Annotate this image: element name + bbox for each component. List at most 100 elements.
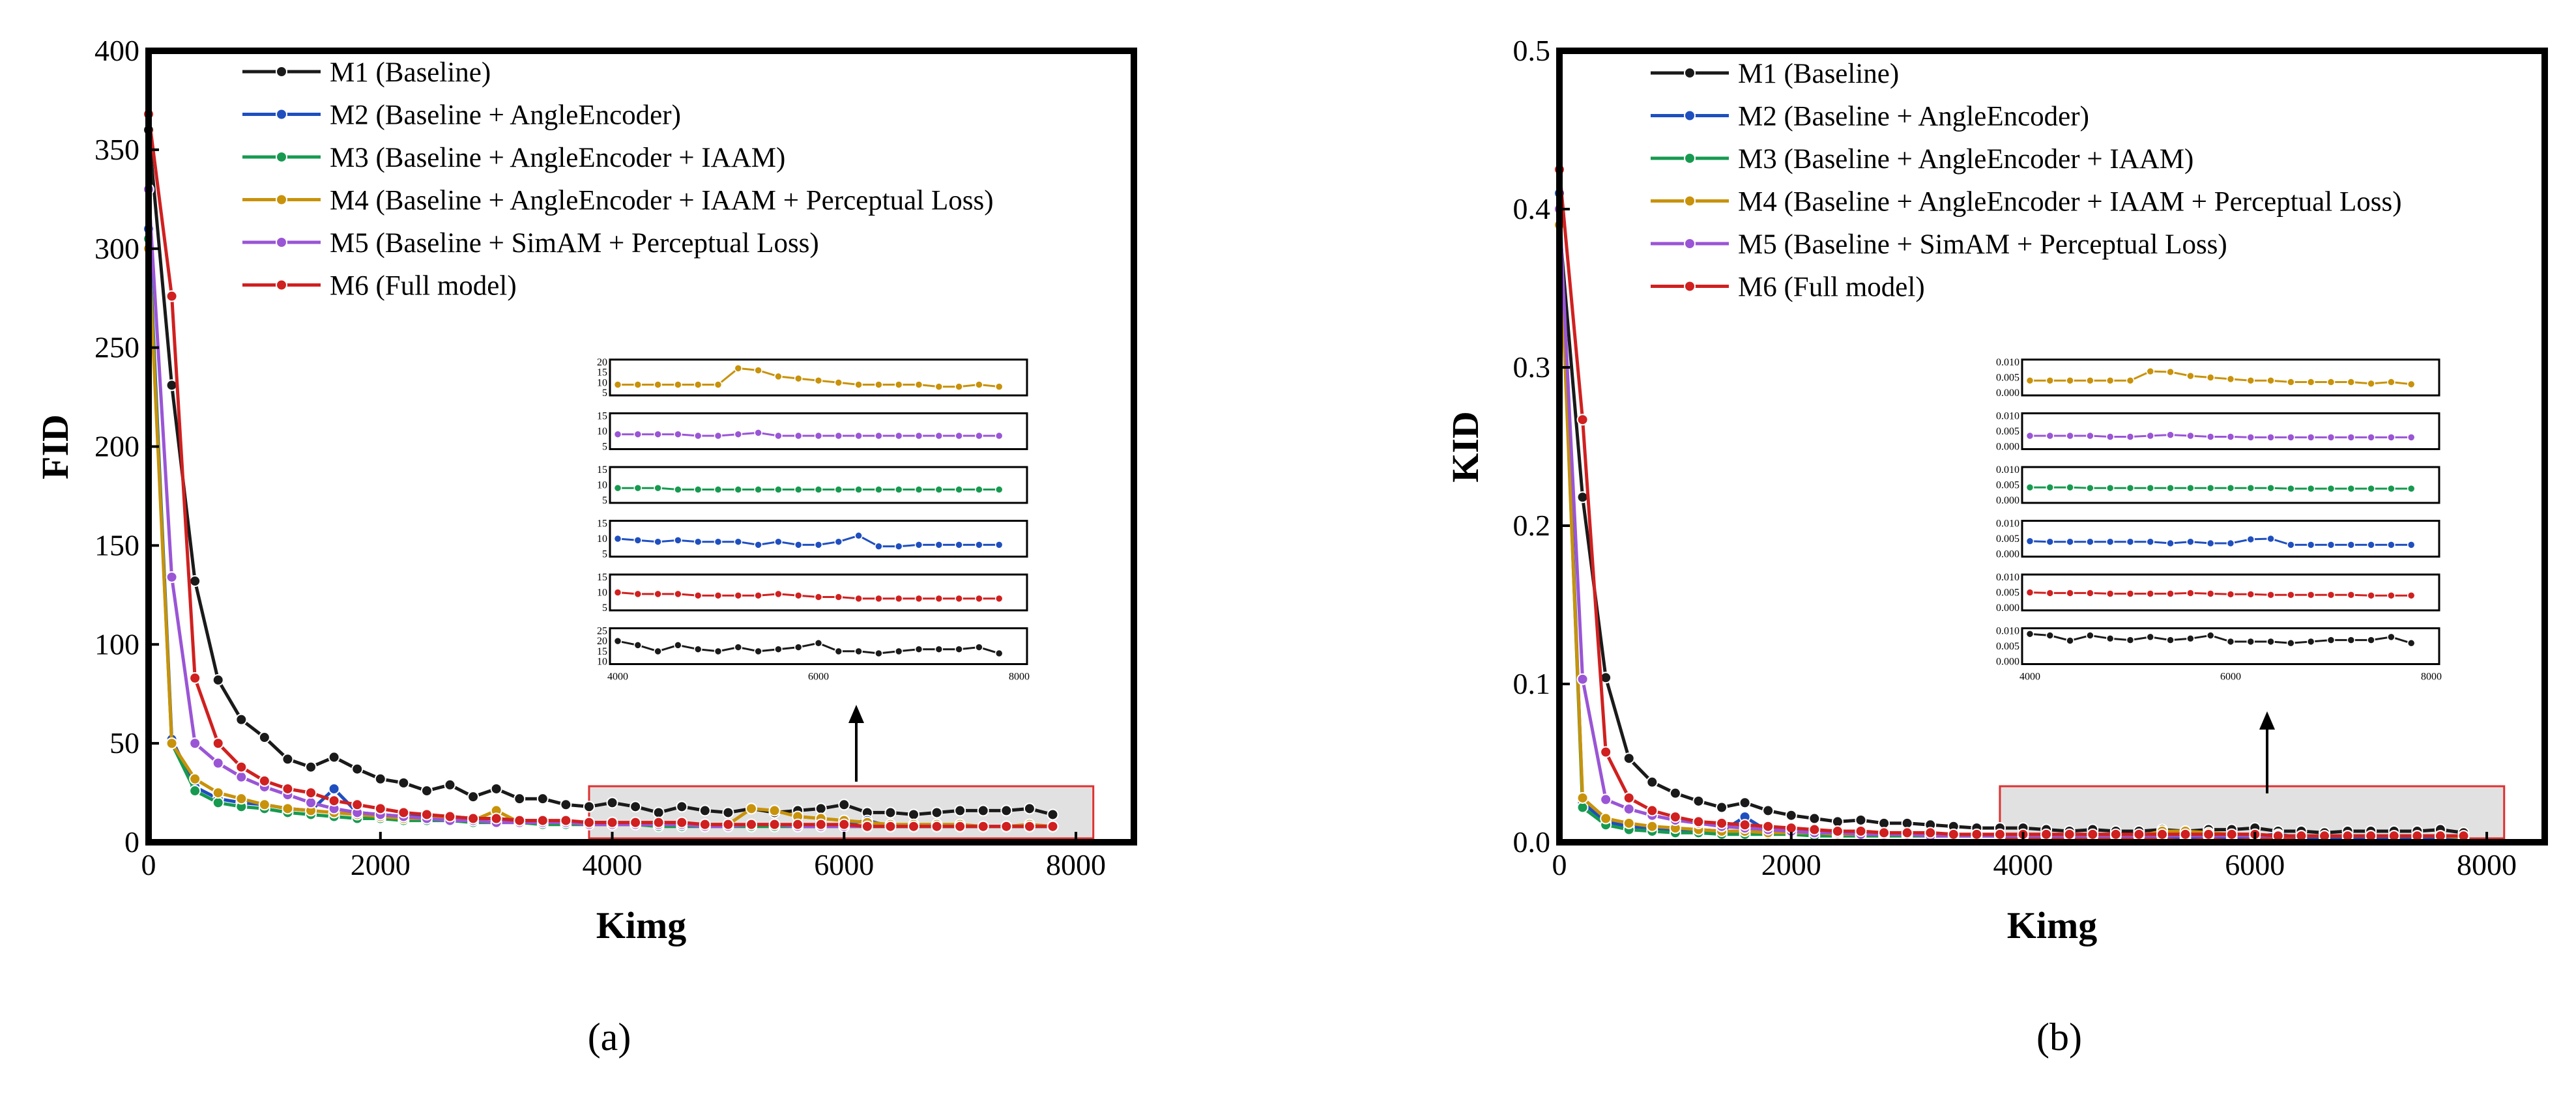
data-point xyxy=(606,797,618,809)
inset-data-point xyxy=(2025,431,2034,440)
inset-data-point xyxy=(834,485,843,494)
inset-x-tick-label: 4000 xyxy=(2019,672,2040,683)
series-layer xyxy=(143,108,1059,832)
inset-y-tick-label: 5 xyxy=(602,442,607,453)
data-point xyxy=(1855,825,1867,837)
inset-data-point xyxy=(894,542,903,550)
data-point xyxy=(560,814,572,827)
x-tick-label: 8000 xyxy=(2457,848,2517,881)
data-point xyxy=(398,776,410,789)
inset-data-point xyxy=(774,645,783,653)
inset-data-point xyxy=(2046,483,2055,492)
data-point xyxy=(652,806,665,819)
inset-data-point xyxy=(754,591,762,600)
data-point xyxy=(1669,787,1681,799)
data-point xyxy=(536,793,549,805)
inset-data-point xyxy=(934,594,944,603)
data-point xyxy=(235,771,248,783)
inset-data-point xyxy=(2326,378,2336,386)
data-point xyxy=(305,787,317,799)
x-tick-label: 2000 xyxy=(1761,848,1821,881)
inset-data-point xyxy=(2266,483,2275,492)
x-tick-label: 6000 xyxy=(2225,848,2285,881)
inset-data-point xyxy=(2226,590,2235,599)
inset-data-point xyxy=(654,537,662,546)
inset-data-point xyxy=(633,590,643,599)
inset-y-tick-label: 0.010 xyxy=(1996,519,2019,530)
inset-data-point xyxy=(654,380,662,389)
inset-data-point xyxy=(794,374,803,383)
plot-frame xyxy=(1556,48,2548,846)
data-point xyxy=(884,820,897,832)
inset-data-point xyxy=(814,593,823,601)
inset-data-point xyxy=(2206,373,2215,382)
inset-y-tick-label: 0.000 xyxy=(1996,388,2019,399)
data-point xyxy=(1716,817,1728,829)
inset-data-point xyxy=(2387,591,2395,600)
inset-data-point xyxy=(633,483,643,492)
inset-data-point xyxy=(693,485,702,494)
data-point xyxy=(1623,752,1635,765)
inset-data-point xyxy=(994,485,1004,494)
inset-data-point xyxy=(975,380,983,389)
data-point xyxy=(606,816,618,829)
inset-data-point xyxy=(2326,541,2336,549)
inset-data-point xyxy=(814,541,823,549)
data-point xyxy=(328,782,340,795)
inset-data-point xyxy=(2347,484,2356,493)
inset-data-point xyxy=(834,647,843,656)
inset-data-point xyxy=(674,590,682,599)
legend: M1 (Baseline) M2 (Baseline + AngleEncoder… xyxy=(1651,59,2402,303)
y-tick-label: 400 xyxy=(94,34,139,67)
x-tick-label: 0 xyxy=(1552,848,1567,881)
data-point xyxy=(792,818,804,831)
data-point xyxy=(768,818,781,831)
inset-data-point xyxy=(955,594,963,603)
inset-data-point xyxy=(2246,483,2255,492)
inset-data-point xyxy=(693,645,702,653)
inset-data-point xyxy=(613,380,622,389)
legend-label: M4 (Baseline + AngleEncoder + IAAM + Per… xyxy=(1738,187,2402,218)
inset-data-point xyxy=(975,643,983,651)
inset-y-tick-label: 5 xyxy=(602,549,607,560)
inset-data-point xyxy=(754,541,762,549)
inset-data-point xyxy=(934,541,944,549)
data-point xyxy=(420,808,433,821)
data-point xyxy=(351,799,364,811)
inset-data-point xyxy=(2186,371,2195,380)
data-point xyxy=(931,820,943,832)
data-point xyxy=(699,804,711,817)
inset-data-point xyxy=(814,485,823,494)
inset-data-point xyxy=(2126,636,2135,644)
data-point xyxy=(1047,808,1059,821)
data-point xyxy=(351,763,364,775)
data-point xyxy=(1739,819,1751,831)
inset-data-point xyxy=(914,645,923,653)
inset-data-point xyxy=(2347,636,2356,644)
legend-entry-6: M6 (Full model) xyxy=(242,271,517,302)
inset-data-point xyxy=(814,431,823,440)
inset-data-point xyxy=(2226,433,2235,441)
data-point xyxy=(630,801,642,813)
inset-data-point xyxy=(754,429,762,437)
inset-data-point xyxy=(2106,634,2115,643)
inset-data-point xyxy=(714,647,723,656)
data-point xyxy=(908,820,920,832)
inset-data-point xyxy=(2106,483,2115,492)
inset-frame xyxy=(2021,412,2440,450)
inset-data-point xyxy=(2287,378,2295,386)
data-point xyxy=(189,672,201,684)
inset-y-tick-label: 10 xyxy=(597,377,607,388)
legend-entry-6: M6 (Full model) xyxy=(1651,272,1925,303)
inset-data-point xyxy=(914,485,923,494)
inset-data-point xyxy=(854,485,863,494)
inset-data-point xyxy=(2407,541,2416,549)
inset-data-point xyxy=(674,485,682,494)
zoom-arrow-head xyxy=(2259,711,2275,730)
chart-panel-b: 0 2000 4000 6000 8000 0.0 0.1 0.2 0.3 0.4 0.5 Kimg… xyxy=(1444,34,2548,1059)
inset-data-point xyxy=(794,643,803,651)
inset-data-point xyxy=(613,534,622,543)
data-point xyxy=(374,803,386,815)
legend-label: M3 (Baseline + AngleEncoder + IAAM) xyxy=(1738,144,2193,175)
